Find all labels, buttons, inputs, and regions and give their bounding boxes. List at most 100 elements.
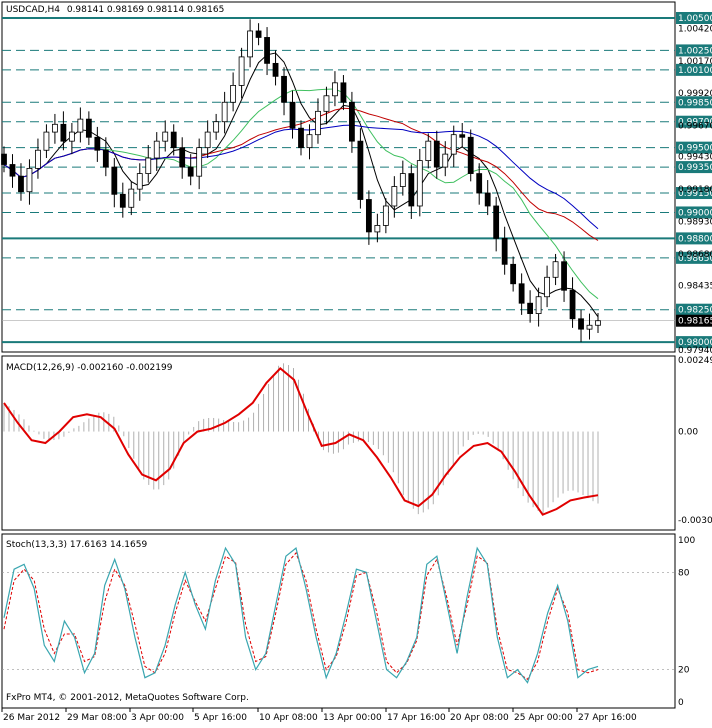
moving-average-line	[3, 52, 599, 318]
candle-body	[238, 56, 245, 86]
level-price-label: 0.98250	[678, 306, 712, 316]
level-tag	[676, 206, 712, 219]
candle-body	[306, 134, 313, 149]
candle-body	[535, 296, 542, 314]
candle-body	[60, 123, 67, 142]
level-price-label: 0.99700	[678, 118, 712, 128]
candle-body	[391, 186, 398, 207]
level-tag	[676, 96, 712, 109]
candle-body	[467, 136, 474, 174]
time-tick-label: 27 Apr 16:00	[578, 713, 637, 723]
level-price-label: 0.98800	[678, 234, 712, 244]
candle-body	[357, 140, 364, 200]
macd-label: MACD(12,26,9) -0.002160 -0.002199	[6, 363, 173, 373]
candle-body	[281, 75, 287, 103]
candle-body	[230, 85, 237, 103]
candle-body	[9, 164, 16, 177]
candle-body	[289, 101, 296, 129]
candle-body	[595, 320, 601, 326]
candle-body	[145, 157, 152, 174]
stoch-tick-label: 20	[678, 666, 690, 676]
candle-body	[153, 140, 160, 159]
candle-body	[255, 30, 262, 38]
candle-body	[332, 82, 338, 97]
level-price-label: 1.00100	[678, 66, 712, 76]
stoch-panel	[1, 533, 676, 709]
price-tick-label: 0.99430	[678, 153, 712, 163]
price-tick-label: 0.98930	[678, 218, 712, 228]
candle-body	[35, 149, 41, 169]
candle-body	[476, 173, 483, 194]
level-tag	[676, 232, 712, 245]
candle-body	[399, 173, 406, 187]
candle-body	[484, 192, 491, 207]
candle-body	[340, 82, 347, 103]
current-price-label: 0.98165	[678, 317, 712, 327]
time-tick-label: 3 Apr 00:00	[131, 713, 184, 723]
macd-indicator: 0.002494 0.00 -0.003083	[3, 356, 712, 526]
candle-body	[170, 131, 177, 149]
candle-body	[459, 134, 466, 138]
candle-body	[187, 166, 194, 177]
stoch-tick-label: 80	[678, 568, 690, 578]
candle-body	[425, 140, 432, 162]
candle-body	[52, 123, 58, 133]
candle-body	[578, 318, 584, 330]
candle-body	[221, 101, 228, 123]
price-tick-label: 0.98435	[678, 282, 712, 292]
candle-body	[552, 261, 559, 278]
level-tag	[676, 44, 712, 57]
time-tick-label: 26 Mar 2012	[3, 713, 60, 723]
candle-body	[450, 134, 457, 155]
candle-body	[94, 136, 101, 151]
current-price-tag	[676, 314, 712, 327]
level-price-label: 0.99350	[678, 163, 712, 173]
candle-body	[119, 193, 126, 208]
level-tag	[676, 161, 712, 174]
candle-body	[18, 175, 24, 193]
level-tag	[676, 336, 712, 349]
candle-body	[544, 276, 550, 298]
candle-body	[102, 149, 109, 168]
time-tick-label: 25 Apr 00:00	[514, 713, 573, 723]
level-tag	[676, 187, 712, 200]
macd-tick-label: 0.00	[678, 428, 698, 438]
price-tick-label: 0.99180	[678, 185, 712, 195]
candle-body	[569, 289, 576, 320]
candle-body	[204, 131, 211, 149]
candle-body	[349, 101, 355, 142]
price-tick-label: 0.97940	[678, 346, 712, 356]
candle-body	[136, 173, 143, 190]
candle-body	[213, 121, 220, 133]
time-tick-label: 29 Mar 08:00	[67, 713, 127, 723]
candle-body	[128, 188, 135, 208]
level-tag	[676, 63, 712, 76]
candle-body	[77, 118, 84, 133]
candle-body	[561, 261, 567, 291]
moving-average-line	[3, 88, 599, 300]
level-price-label: 0.99500	[678, 144, 712, 154]
stoch-tick-label: 0	[678, 698, 684, 708]
time-tick-label: 17 Apr 16:00	[387, 713, 446, 723]
level-price-label: 0.99150	[678, 189, 712, 199]
candle-body	[365, 199, 372, 233]
level-price-label: 0.98650	[678, 254, 712, 264]
level-tag	[676, 303, 712, 316]
candle-body	[298, 127, 304, 149]
price-tick-label: 0.99670	[678, 122, 712, 132]
macd-signal-line	[3, 367, 599, 516]
candle-body	[26, 167, 33, 193]
time-tick-label: 13 Apr 00:00	[323, 713, 382, 723]
candle-body	[323, 95, 330, 112]
level-price-label: 1.00250	[678, 46, 712, 56]
stoch-main-line	[3, 546, 599, 684]
candle-body	[111, 166, 118, 195]
candle-body	[1, 153, 7, 165]
candle-body	[408, 173, 415, 207]
stoch-label: Stoch(13,3,3) 17.6163 14.1659	[6, 540, 147, 550]
macd-tick-label: -0.003083	[678, 516, 712, 526]
candle-body	[527, 302, 534, 314]
price-tick-label: 1.00170	[678, 57, 712, 67]
